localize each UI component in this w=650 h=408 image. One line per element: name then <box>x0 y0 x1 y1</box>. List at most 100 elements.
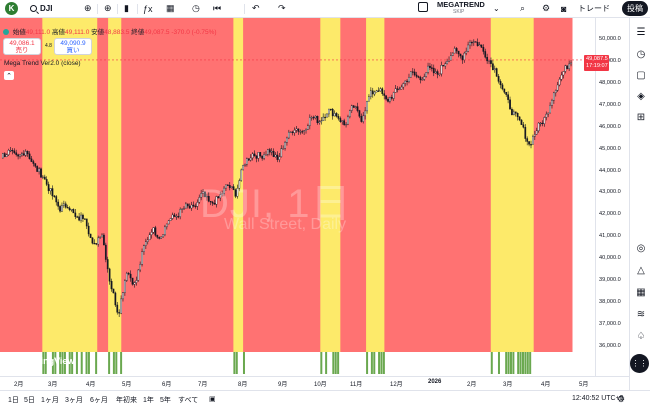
chart-settings-icon[interactable]: ⚙ <box>617 394 626 404</box>
layout-checkbox[interactable] <box>418 2 428 12</box>
histogram-bar <box>524 352 527 374</box>
search-icon[interactable]: ⌕ <box>520 3 526 13</box>
toolbar-divider <box>244 4 245 14</box>
candle-body <box>183 207 185 210</box>
candle-body <box>167 220 170 225</box>
indicator-legend[interactable]: Mega Trend Ver2.0 (close) <box>4 60 81 67</box>
candle-body <box>547 112 550 115</box>
candle-body <box>26 151 29 155</box>
price-tick-label: 48,000.0 <box>599 79 621 86</box>
candle-body <box>17 154 19 157</box>
watchlist-icon[interactable]: ☰ <box>636 26 646 38</box>
candle-body <box>408 77 410 82</box>
alerts-icon[interactable]: ◷ <box>636 48 646 60</box>
replay-icon[interactable]: ⏮ <box>213 3 222 13</box>
candle-body <box>270 150 273 153</box>
histogram-bar <box>54 352 57 374</box>
tradingview-mark-icon: 𝐓𝐕 <box>6 356 20 367</box>
spread-value: 4.8 <box>45 43 52 49</box>
chat-icon[interactable]: ▢ <box>636 69 646 81</box>
candle-body <box>493 68 496 71</box>
candle-type-icon[interactable]: ▮ <box>124 3 129 13</box>
histogram-bar <box>519 352 522 374</box>
candle-body <box>289 131 292 133</box>
user-avatar[interactable]: K <box>5 2 18 15</box>
candle-body <box>236 188 239 197</box>
candle-body <box>537 122 540 131</box>
candle-body <box>83 218 86 220</box>
redo-icon[interactable]: ↷ <box>278 3 286 13</box>
chart-pane[interactable]: DJI, 1日 Wall Street, Daily <box>0 18 595 376</box>
candle-body <box>78 216 80 221</box>
histogram-bar <box>517 352 520 374</box>
time-axis[interactable]: 2月 3月 4月 5月 6月 7月 8月 9月 10月 11月 12月 2026 2月 3月 4月 5月 <box>0 376 629 390</box>
histogram-bar <box>108 352 111 374</box>
candle-body <box>560 74 563 80</box>
candle-body <box>297 128 300 132</box>
more-apps-button[interactable]: ⋮⋮ <box>630 354 649 373</box>
candle-body <box>154 227 157 236</box>
sell-button[interactable]: 49,086.1 売り <box>3 38 41 55</box>
range-ytd-button[interactable]: 年初来 <box>116 397 137 404</box>
candle-body <box>103 234 105 246</box>
range-3m-button[interactable]: 3ヶ月 <box>65 397 83 404</box>
range-5d-button[interactable]: 5日 <box>24 397 35 404</box>
bull-zone <box>42 18 98 352</box>
indicator-fx-icon[interactable]: ƒx <box>143 3 153 14</box>
chevron-down-icon[interactable]: ⌄ <box>493 4 500 13</box>
symbol-search[interactable]: DJI <box>28 2 78 15</box>
candle-body <box>51 188 54 197</box>
undo-icon[interactable]: ↶ <box>252 3 260 13</box>
candle-body <box>358 110 361 117</box>
target-icon[interactable]: ◎ <box>636 242 646 254</box>
time-tick-label: 2026 <box>428 379 442 385</box>
candle-body <box>43 176 46 180</box>
change-value: -370.0 (-0.75%) <box>171 29 217 36</box>
price-scale[interactable]: 50,000.0 49,000.0 48,000.0 47,000.0 46,000.0… <box>595 18 629 376</box>
camera-icon[interactable]: ◙ <box>561 3 567 14</box>
histogram-bar <box>509 352 512 374</box>
layout-grid-icon[interactable]: ▦ <box>166 3 175 13</box>
triangle-up-icon[interactable]: △ <box>637 264 645 276</box>
range-all-button[interactable]: すべて <box>178 397 199 404</box>
collapse-legend-button[interactable]: ⌃ <box>4 71 14 80</box>
histogram-bar <box>380 352 383 374</box>
time-tick-label: 2月 <box>467 382 477 388</box>
candle-body <box>246 158 248 165</box>
bell-icon[interactable]: ♤ <box>636 330 646 342</box>
buy-button[interactable]: 49,090.9 買い <box>54 38 92 55</box>
range-1m-button[interactable]: 1ヶ月 <box>41 397 59 404</box>
post-button[interactable]: 投稿 <box>622 1 648 16</box>
broadcast-icon[interactable]: ≋ <box>636 308 646 320</box>
alert-clock-icon[interactable]: ◷ <box>192 3 200 13</box>
histogram-bar <box>235 352 238 374</box>
price-chart[interactable] <box>0 18 595 376</box>
trade-button[interactable]: トレード <box>578 4 610 13</box>
candle-body <box>217 196 220 199</box>
range-5y-button[interactable]: 5年 <box>160 397 171 404</box>
indicators-icon[interactable]: ⊕ <box>104 3 112 13</box>
clock[interactable]: 12:40:52 UTC+9 <box>572 395 624 402</box>
settings-gear-icon[interactable]: ⚙ <box>542 3 551 13</box>
candle-body <box>568 63 571 69</box>
range-1y-button[interactable]: 1年 <box>143 397 154 404</box>
candle-body <box>343 120 346 126</box>
date-range-icon[interactable]: ▣ <box>209 396 216 403</box>
compare-symbol-icon[interactable]: ⊕ <box>84 3 92 13</box>
candle-body <box>474 41 477 43</box>
candle-body <box>112 288 115 294</box>
calendar-icon[interactable]: ▦ <box>636 286 646 298</box>
candle-body <box>226 184 229 186</box>
range-1d-button[interactable]: 1日 <box>8 397 19 404</box>
histogram-bar <box>373 352 376 374</box>
candle-body <box>463 52 466 61</box>
histogram-bar <box>507 352 510 374</box>
price-tick-label: 41,000.0 <box>599 233 621 240</box>
grid-apps-icon[interactable]: ⊞ <box>636 111 646 123</box>
candle-body <box>556 84 559 91</box>
layers-icon[interactable]: ◈ <box>637 90 645 102</box>
layout-name[interactable]: MEGATREND <box>437 0 485 9</box>
candle-body <box>505 91 508 95</box>
range-6m-button[interactable]: 6ヶ月 <box>90 397 108 404</box>
candle-body <box>410 71 412 78</box>
